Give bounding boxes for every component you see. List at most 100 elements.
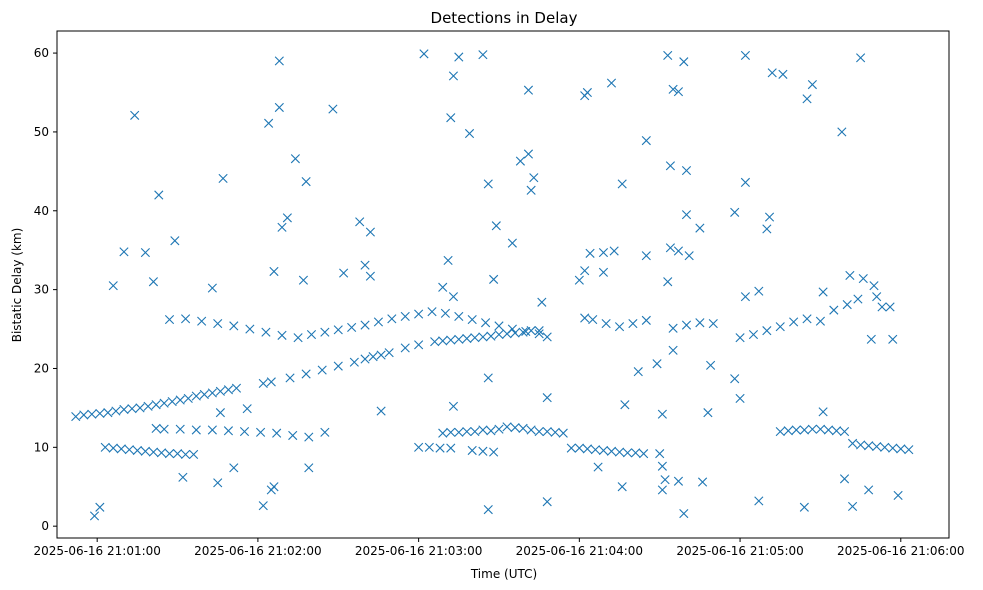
data-point	[467, 314, 477, 325]
data-point	[320, 327, 330, 337]
data-point	[775, 426, 785, 437]
data-point	[213, 478, 223, 488]
data-point	[523, 149, 534, 159]
data-point	[880, 442, 890, 452]
data-point	[443, 255, 453, 266]
data-point	[462, 426, 472, 437]
data-point	[288, 430, 298, 441]
data-point	[154, 190, 164, 200]
data-point	[652, 359, 662, 369]
data-point	[574, 443, 584, 453]
data-point	[526, 425, 536, 435]
data-point	[510, 328, 520, 338]
data-point	[582, 444, 592, 454]
data-point	[847, 501, 858, 512]
data-point	[681, 210, 692, 220]
data-point	[896, 444, 906, 454]
data-point	[178, 472, 188, 482]
data-point	[681, 165, 692, 176]
data-point	[703, 408, 713, 418]
data-point	[486, 331, 496, 341]
data-point	[189, 449, 199, 460]
data-point	[199, 389, 209, 400]
data-point	[274, 56, 284, 66]
data-point	[515, 156, 525, 166]
data-point	[175, 424, 185, 434]
data-point	[207, 425, 217, 435]
data-point	[215, 408, 225, 418]
data-point	[858, 273, 868, 284]
data-point	[143, 401, 153, 411]
data-point	[668, 84, 678, 94]
data-point	[400, 343, 410, 353]
data-point	[430, 337, 440, 347]
data-point	[215, 386, 225, 396]
data-point	[333, 325, 343, 335]
data-point	[665, 243, 676, 253]
data-point	[856, 53, 866, 63]
chart-title: Detections in Delay	[431, 9, 578, 27]
data-point	[170, 236, 180, 246]
data-point	[856, 440, 866, 450]
data-point	[681, 320, 692, 330]
data-point	[419, 49, 429, 59]
data-point	[360, 320, 370, 330]
data-point	[266, 377, 276, 387]
data-point	[446, 335, 456, 345]
data-point	[438, 336, 448, 346]
data-point	[156, 448, 167, 458]
data-point	[306, 329, 317, 340]
data-point	[631, 448, 641, 458]
data-point	[748, 329, 759, 340]
data-point	[328, 104, 338, 114]
data-point	[180, 314, 191, 324]
data-point	[660, 475, 670, 485]
data-point	[864, 485, 874, 495]
data-point	[521, 326, 531, 337]
x-axis-label: Time (UTC)	[470, 567, 537, 581]
data-point	[708, 318, 718, 329]
data-point	[542, 332, 552, 342]
data-point	[585, 248, 595, 258]
data-point	[355, 217, 365, 227]
plot-frame	[56, 30, 950, 539]
data-point	[333, 361, 343, 371]
data-point	[494, 424, 504, 434]
data-point	[132, 445, 142, 456]
data-point	[207, 283, 217, 293]
data-point	[293, 333, 303, 343]
data-point	[550, 427, 560, 437]
data-point	[791, 425, 801, 435]
data-point	[360, 354, 370, 364]
data-point	[679, 508, 689, 519]
data-point	[494, 321, 504, 331]
data-point	[148, 277, 159, 287]
data-point	[617, 179, 627, 189]
data-point	[837, 127, 847, 137]
data-point	[438, 282, 448, 292]
data-point	[767, 68, 777, 78]
data-point	[269, 266, 279, 277]
data-point	[695, 318, 705, 328]
data-point	[440, 308, 450, 318]
data-point	[657, 461, 667, 471]
data-point	[523, 85, 534, 95]
data-point	[606, 446, 617, 456]
data-point	[258, 501, 268, 511]
data-point	[435, 443, 445, 453]
data-point	[223, 385, 234, 395]
y-axis-label: Bistatic Delay (km)	[10, 228, 24, 343]
data-point	[414, 309, 424, 319]
data-point	[507, 324, 517, 334]
data-point	[877, 302, 887, 312]
data-point	[298, 275, 309, 285]
data-point	[414, 340, 424, 350]
x-tick-label: 2025-06-16 21:05:00	[676, 544, 803, 558]
data-point	[124, 445, 134, 455]
data-point	[148, 447, 159, 457]
data-point	[507, 238, 517, 248]
data-point	[740, 177, 751, 187]
data-point	[483, 505, 493, 515]
data-point	[255, 427, 266, 437]
data-point	[641, 315, 651, 325]
